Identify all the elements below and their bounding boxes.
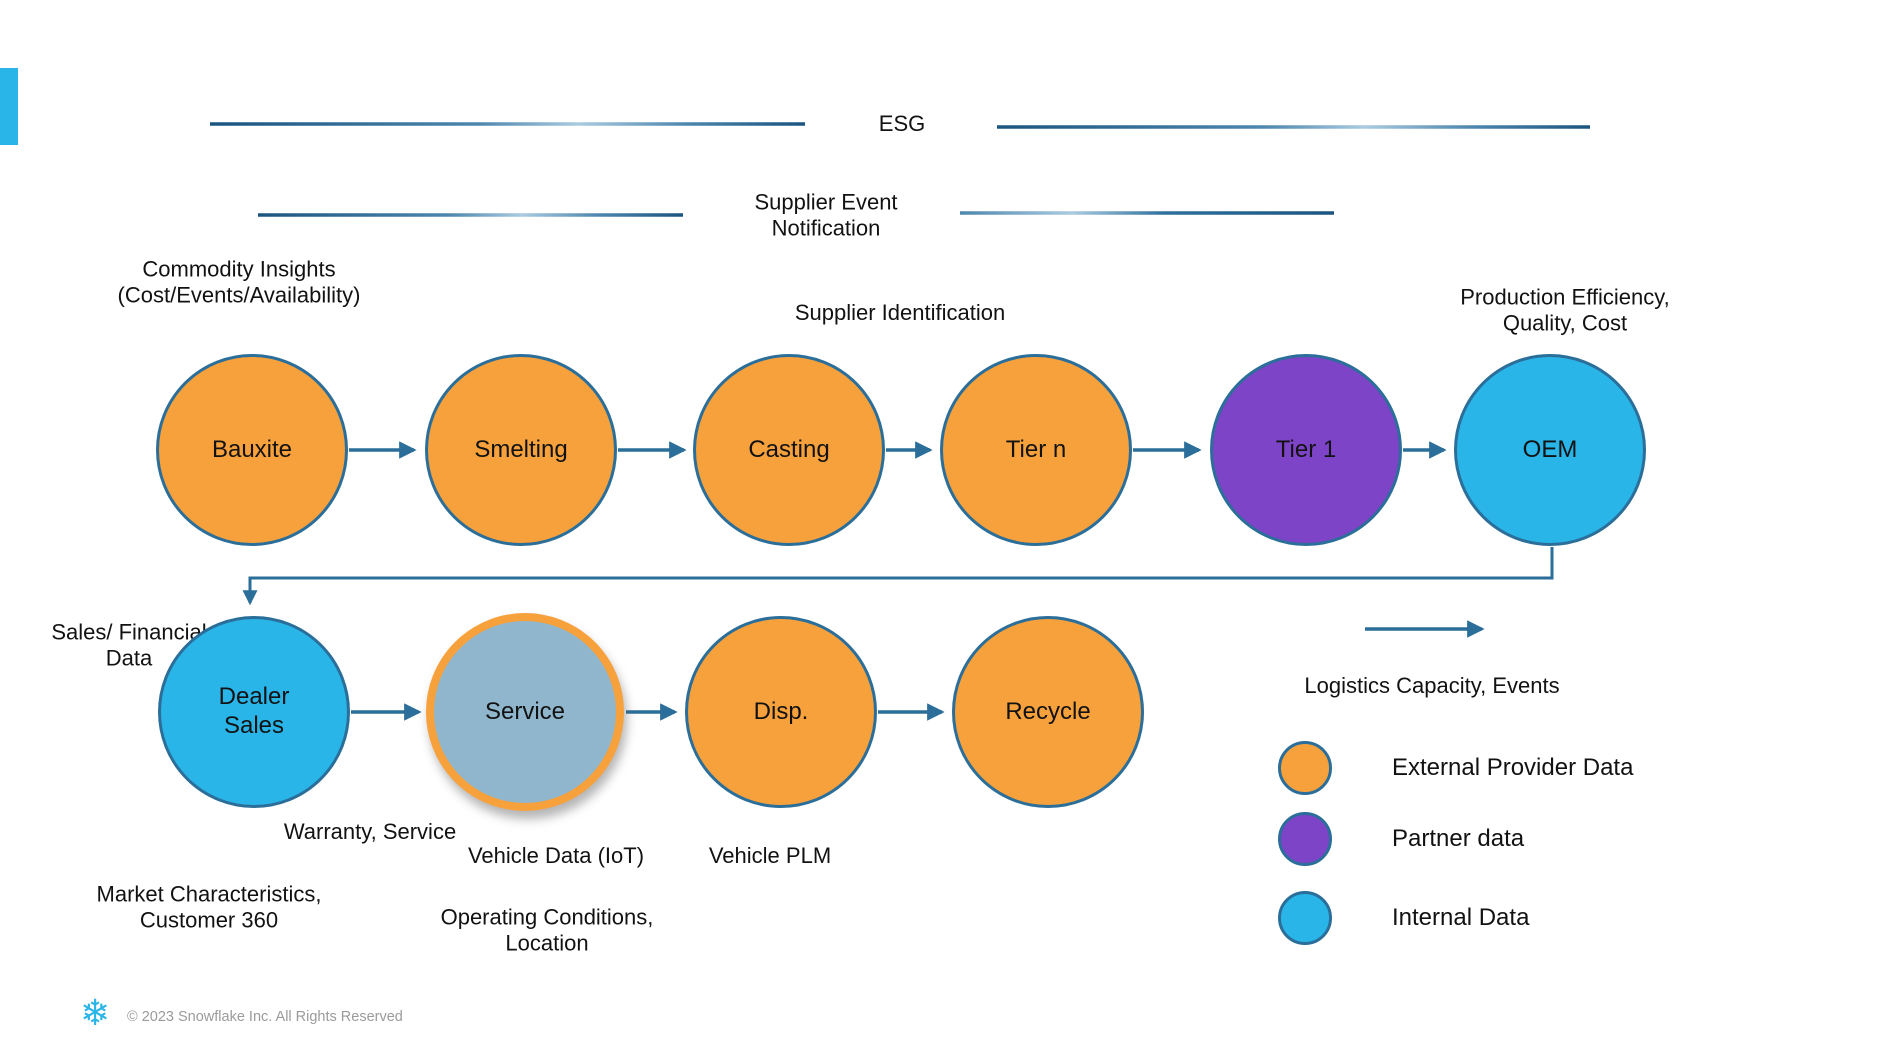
legend-swatch-external (1278, 741, 1332, 795)
node-smelting: Smelting (425, 354, 617, 546)
supplier-event-label: Supplier Event Notification (754, 189, 898, 241)
node-disp-label: Disp. (753, 697, 809, 725)
node-service: Service (426, 613, 624, 811)
legend-swatch-partner (1278, 812, 1332, 866)
node-recycle: Recycle (952, 616, 1144, 808)
node-casting: Casting (693, 354, 885, 546)
connector-oem-dealer (242, 547, 1554, 606)
node-dealer-sales: Dealer Sales (158, 616, 350, 808)
production-efficiency-label: Production Efficiency, Quality, Cost (1460, 284, 1670, 336)
legend-label-partner: Partner data (1392, 825, 1525, 852)
logistics-label: Logistics Capacity, Events (1304, 672, 1560, 698)
node-disp: Disp. (685, 616, 877, 808)
market-characteristics-label: Market Characteristics, Customer 360 (96, 881, 322, 933)
legend-label-internal: Internal Data (1392, 904, 1530, 931)
node-smelting-label: Smelting (474, 435, 568, 463)
node-recycle-label: Recycle (1005, 697, 1091, 725)
vehicle-plm-label: Vehicle PLM (708, 842, 832, 868)
node-tier-n: Tier n (940, 354, 1132, 546)
legend-swatch-internal (1278, 891, 1332, 945)
sales-financial-label: Sales/ Financial Data (51, 619, 207, 671)
legend-item-external: External Provider Data (1278, 741, 1633, 795)
esg-label: ESG (878, 110, 926, 136)
node-oem: OEM (1454, 354, 1646, 546)
legend-item-internal: Internal Data (1278, 891, 1529, 945)
warranty-service-label: Warranty, Service (283, 818, 457, 844)
node-bauxite-label: Bauxite (211, 435, 293, 463)
node-tier-1-label: Tier 1 (1275, 435, 1337, 463)
snowflake-logo-icon: ❄ (80, 993, 111, 1034)
commodity-insights-label: Commodity Insights (Cost/Events/Availabi… (117, 256, 361, 308)
footer-copyright: © 2023 Snowflake Inc. All Rights Reserve… (127, 1009, 403, 1025)
accent-bar (0, 68, 18, 145)
node-casting-label: Casting (748, 435, 830, 463)
node-bauxite: Bauxite (156, 354, 348, 546)
legend-label-external: External Provider Data (1392, 754, 1634, 781)
node-dealer-sales-label: Dealer Sales (218, 683, 290, 739)
legend-item-partner: Partner data (1278, 812, 1524, 866)
supplier-identification-label: Supplier Identification (794, 299, 1006, 325)
node-oem-label: OEM (1522, 435, 1578, 463)
node-service-label: Service (484, 697, 566, 725)
node-tier-n-label: Tier n (1005, 435, 1067, 463)
operating-conditions-label: Operating Conditions, Location (440, 904, 654, 956)
node-tier-1: Tier 1 (1210, 354, 1402, 546)
vehicle-data-iot-label: Vehicle Data (IoT) (467, 842, 645, 868)
